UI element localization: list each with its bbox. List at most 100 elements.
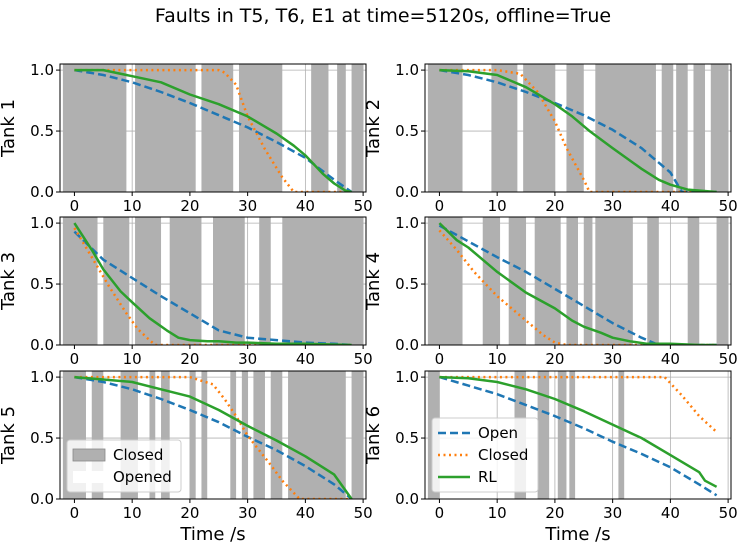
series [439,68,717,192]
fault-band [523,64,555,192]
series-line-open [438,224,717,345]
fault-band [661,64,674,192]
ticks: 0 10 20 30 40 50 0.0 0.5 1.0 [30,368,373,522]
y-axis-label: Tank 1 [0,99,19,158]
x-tick-label: 50 [719,504,738,522]
legend: Closed Opened [66,439,182,493]
axes-frame [424,216,732,346]
y-tick-label: 0.5 [30,275,54,293]
fault-band [169,217,202,345]
x-axis-label: Time /s [179,524,245,545]
series-line-rl [439,375,718,488]
x-tick-label: 30 [238,504,257,522]
x-tick-label: 10 [488,504,507,522]
x-tick-label: 10 [123,504,142,522]
legend: Open Closed RL [431,417,539,493]
x-tick-label: 20 [180,197,199,215]
series-line-closed [439,375,718,433]
axes-frame [59,63,367,193]
x-tick-label: 50 [354,197,373,215]
x-tick-label: 40 [296,504,315,522]
fault-band [687,217,700,345]
y-tick-label: 0.5 [395,275,419,293]
axes-frame [59,370,367,500]
legend-label: Opened [113,468,172,486]
fault-band [693,64,706,192]
subplot-tank-2: 0 10 20 30 40 50 0.0 0.5 1.0 Tank 2 [363,61,738,215]
series-line-rl [438,222,717,345]
y-tick-label: 0.5 [30,122,54,140]
x-tick-label: 20 [545,350,564,368]
fault-band [595,217,633,345]
fault-band [566,217,578,345]
x-tick-label: 0 [435,197,445,215]
series-line-open [74,375,353,499]
legend-label: RL [478,468,497,486]
x-tick-label: 20 [545,197,564,215]
y-tick-label: 0.0 [395,336,419,354]
y-tick-label: 0.5 [395,429,419,447]
x-tick-label: 20 [180,504,199,522]
y-axis-label: Tank 2 [363,99,384,158]
fault-band [583,217,593,345]
y-axis-label: Tank 3 [0,252,19,311]
ticks: 0 10 20 30 40 50 0.0 0.5 1.0 [30,214,373,368]
subplot-tank-5: 0 10 20 30 40 50 0.0 0.5 1.0 Tank 5 Time /s Closed O… [0,368,373,545]
legend-box [431,417,539,493]
x-tick-label: 10 [123,197,142,215]
legend-swatch-opened [73,471,105,483]
series [438,222,717,345]
x-tick-label: 20 [180,350,199,368]
fault-band [534,217,561,345]
series [74,68,353,192]
x-tick-label: 50 [354,350,373,368]
y-tick-label: 0.0 [30,183,54,201]
x-tick-label: 0 [435,350,445,368]
fault-band [189,371,196,499]
fault-band [427,64,463,192]
fault-bands [62,64,364,192]
fault-band [647,217,659,345]
x-tick-label: 40 [661,504,680,522]
y-tick-label: 0.5 [395,122,419,140]
ticks: 0 10 20 30 40 50 0.0 0.5 1.0 [395,214,738,368]
y-tick-label: 1.0 [30,61,54,79]
fault-band [91,371,104,499]
x-tick-label: 10 [123,350,142,368]
subplot-tank-3: 0 10 20 30 40 50 0.0 0.5 1.0 Tank 3 [0,214,373,368]
fault-band [710,64,729,192]
fault-band [253,371,265,499]
legend-label: Closed [113,446,163,464]
fault-band [508,217,527,345]
y-tick-label: 0.0 [30,490,54,508]
fault-band [282,217,364,345]
x-tick-label: 30 [603,350,622,368]
ticks: 0 10 20 30 40 50 0.0 0.5 1.0 [30,61,373,215]
series-line-open [439,68,717,192]
y-tick-label: 1.0 [30,368,54,386]
subplot-tank-6: 0 10 20 30 40 50 0.0 0.5 1.0 Tank 6 Time /s Open Clo… [363,368,738,545]
fault-band [618,371,625,499]
fault-bands [62,217,364,345]
subplot-grid: 0 10 20 30 40 50 0.0 0.5 1.0 Tank 1 0 10 20 30 40 50 0.0… [0,61,738,545]
y-tick-label: 1.0 [395,61,419,79]
fault-band [149,371,156,499]
x-tick-label: 0 [70,350,80,368]
x-tick-label: 10 [488,350,507,368]
y-axis-label: Tank 6 [363,406,384,465]
fault-bands [427,217,729,345]
series-line-rl [73,222,352,345]
axes-frame [424,63,732,193]
fault-band [557,371,567,499]
ticks: 0 10 20 30 40 50 0.0 0.5 1.0 [395,368,738,522]
fault-band [259,217,271,345]
series [439,375,718,497]
fault-band [537,371,550,499]
fault-band [427,217,463,345]
y-axis-label: Tank 5 [0,406,19,465]
x-tick-label: 50 [719,350,738,368]
fault-band [135,217,162,345]
fault-band [213,217,245,345]
series-line-open [439,375,718,497]
x-tick-label: 40 [296,197,315,215]
